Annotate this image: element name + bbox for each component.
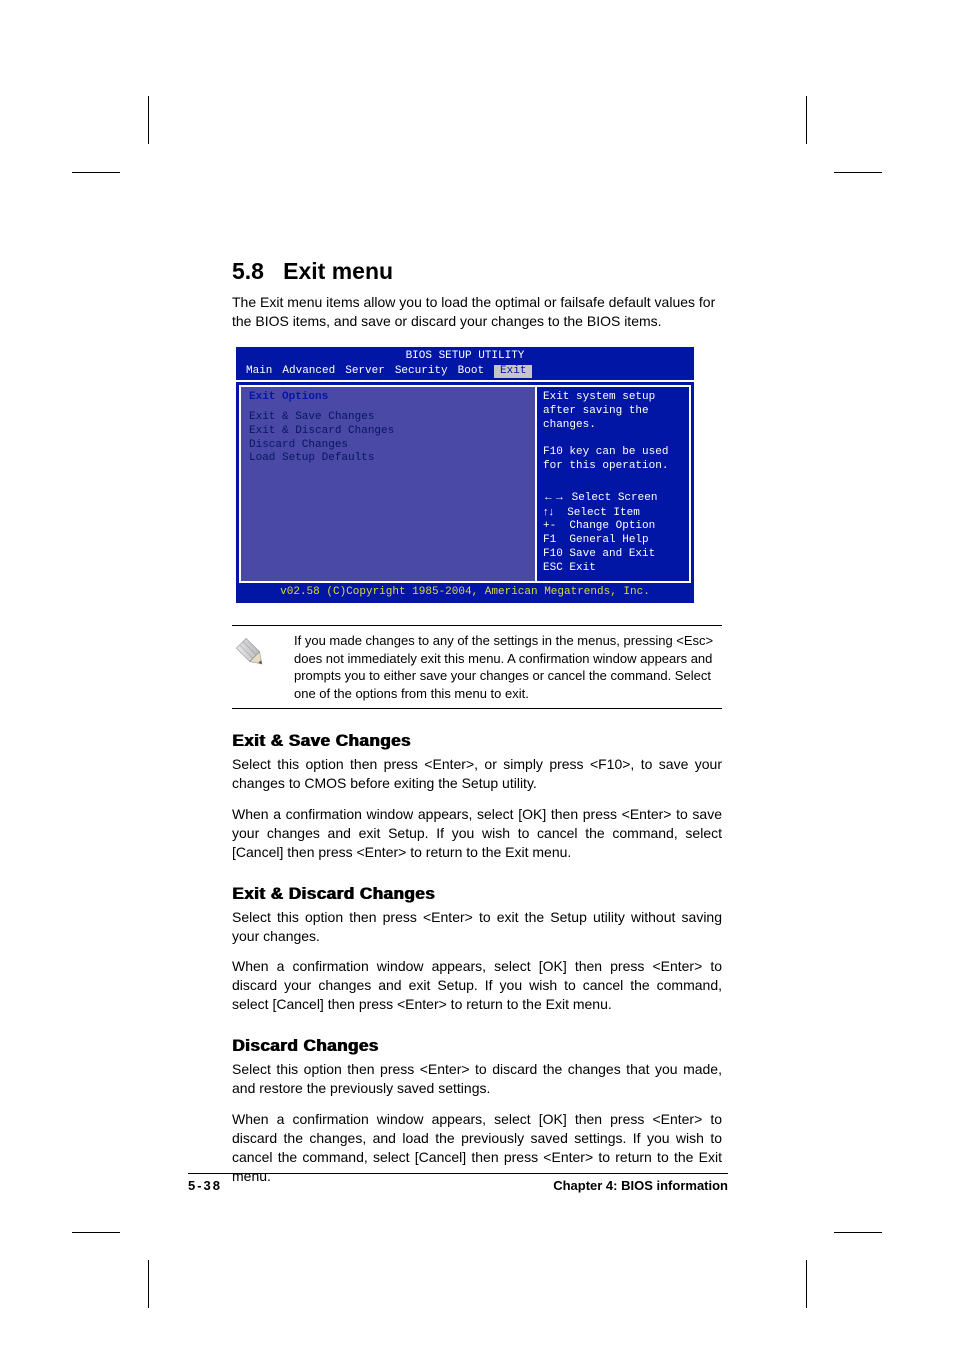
bios-copyright: v02.58 (C)Copyright 1985-2004, American … — [236, 586, 694, 603]
bios-tab-advanced: Advanced — [282, 365, 345, 379]
bios-left-header: Exit Options — [249, 391, 527, 405]
intro-paragraph: The Exit menu items allow you to load th… — [232, 293, 722, 331]
bios-tab-bar: Main Advanced Server Security Boot Exit — [236, 365, 694, 381]
bios-help-line: for this operation. — [543, 460, 683, 474]
bios-help-line: Exit system setup — [543, 391, 683, 405]
crop-mark — [72, 1232, 120, 1233]
bios-tab-security: Security — [395, 365, 458, 379]
bios-help-text: Exit system setup after saving the chang… — [537, 387, 689, 487]
bios-tab-exit: Exit — [494, 365, 532, 379]
bios-title: BIOS SETUP UTILITY — [236, 349, 694, 365]
bios-key-help: ←→ Select Screen ↑↓ Select Item +- Chang… — [537, 487, 689, 582]
section-title: Exit menu — [283, 258, 393, 284]
subheading-exit-discard: Exit & Discard Changes — [232, 884, 722, 904]
bios-key-line: ←→ Select Screen — [543, 491, 683, 506]
paragraph: When a confirmation window appears, sele… — [232, 805, 722, 862]
bios-key-line: F10 Save and Exit — [543, 548, 683, 562]
section-heading: 5.8 Exit menu — [232, 258, 722, 285]
page: 5.8 Exit menu The Exit menu items allow … — [0, 0, 954, 1351]
crop-mark — [834, 172, 882, 173]
crop-mark — [834, 1232, 882, 1233]
bios-body: Exit Options Exit & Save Changes Exit & … — [236, 380, 694, 586]
bios-help-line: changes. — [543, 419, 683, 433]
subheading-exit-save: Exit & Save Changes — [232, 731, 722, 751]
crop-mark — [148, 96, 149, 144]
bios-help-line: F10 key can be used — [543, 446, 683, 460]
bios-tab-server: Server — [345, 365, 395, 379]
bios-screenshot: BIOS SETUP UTILITY Main Advanced Server … — [234, 345, 696, 605]
bios-key-line: +- Change Option — [543, 520, 683, 534]
bios-key-line: ↑↓ Select Item — [543, 506, 683, 521]
paragraph: Select this option then press <Enter> to… — [232, 908, 722, 946]
bios-item: Discard Changes — [249, 439, 527, 453]
crop-mark — [72, 172, 120, 173]
note-block: If you made changes to any of the settin… — [232, 625, 722, 709]
chapter-label: Chapter 4: BIOS information — [553, 1178, 728, 1193]
bios-item: Exit & Save Changes — [249, 411, 527, 425]
page-footer: 5-38 Chapter 4: BIOS information — [188, 1173, 728, 1193]
pencil-icon — [232, 632, 276, 677]
bios-left-panel: Exit Options Exit & Save Changes Exit & … — [239, 385, 535, 583]
crop-mark — [806, 1260, 807, 1308]
bios-item: Exit & Discard Changes — [249, 425, 527, 439]
page-number: 5-38 — [188, 1178, 222, 1193]
paragraph: Select this option then press <Enter> to… — [232, 1060, 722, 1098]
bios-tab-main: Main — [246, 365, 282, 379]
crop-mark — [148, 1260, 149, 1308]
bios-header: BIOS SETUP UTILITY Main Advanced Server … — [236, 347, 694, 381]
crop-mark — [806, 96, 807, 144]
bios-key-line: F1 General Help — [543, 534, 683, 548]
bios-help-line: after saving the — [543, 405, 683, 419]
bios-tab-boot: Boot — [458, 365, 494, 379]
subheading-discard: Discard Changes — [232, 1036, 722, 1056]
content-column: 5.8 Exit menu The Exit menu items allow … — [232, 258, 722, 1197]
bios-help-line — [543, 433, 683, 447]
section-number: 5.8 — [232, 258, 264, 284]
bios-key-line: ESC Exit — [543, 562, 683, 576]
paragraph: When a confirmation window appears, sele… — [232, 957, 722, 1014]
note-text: If you made changes to any of the settin… — [294, 632, 722, 702]
bios-right-panel: Exit system setup after saving the chang… — [535, 385, 691, 583]
paragraph: Select this option then press <Enter>, o… — [232, 755, 722, 793]
bios-item: Load Setup Defaults — [249, 452, 527, 466]
